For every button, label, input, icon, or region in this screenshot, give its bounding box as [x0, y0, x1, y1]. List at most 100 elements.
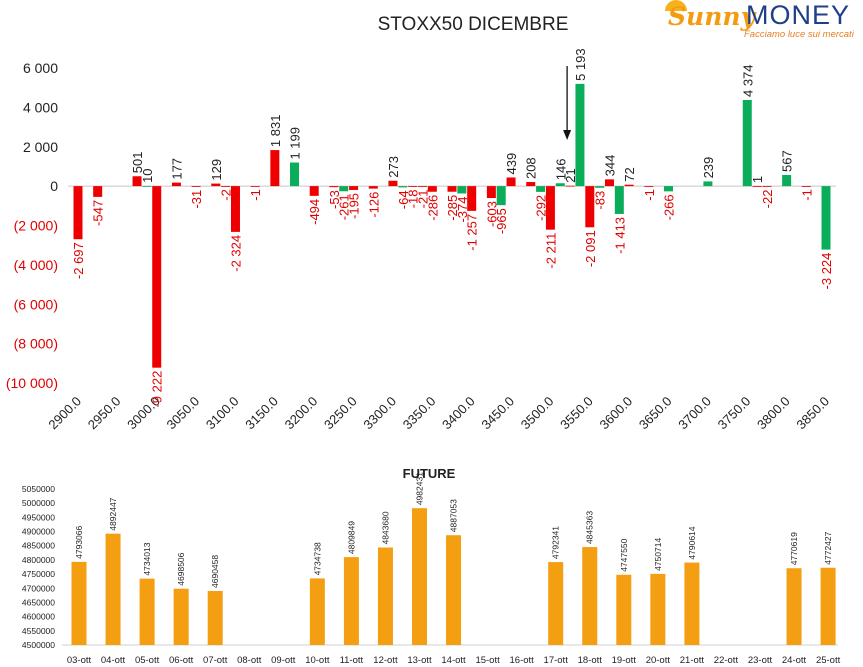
future-y-tick-label: 4500000 — [22, 640, 55, 650]
future-y-tick-label: 4950000 — [22, 512, 55, 522]
bar-value-label: 344 — [602, 155, 617, 177]
bar-value-label: -1 — [248, 189, 263, 201]
future-bar-value-label: 4809849 — [346, 521, 356, 554]
strike-bar — [447, 186, 457, 192]
logo-sunny-text: Sunny — [668, 2, 756, 31]
future-x-tick-label: 06-ott — [169, 655, 194, 666]
strike-bar — [762, 186, 772, 187]
future-x-tick-label: 05-ott — [135, 655, 160, 666]
x-tick-label: 3600.0 — [597, 394, 636, 433]
strike-bar — [644, 186, 654, 187]
future-bar-value-label: 4734013 — [142, 542, 152, 575]
future-x-tick-label: 22-ott — [714, 655, 739, 666]
chart-title: STOXX50 DICEMBRE — [378, 14, 569, 35]
strike-bar — [152, 186, 162, 368]
bar-value-label: -3 224 — [819, 253, 834, 290]
future-bar-value-label: 4690458 — [210, 555, 220, 588]
future-y-tick-label: 4600000 — [22, 612, 55, 622]
future-x-tick-label: 24-ott — [782, 655, 807, 666]
strike-bar — [664, 186, 674, 192]
bar-value-label: 1 831 — [268, 115, 283, 148]
strike-bar — [801, 186, 811, 187]
strike-bar — [565, 185, 575, 187]
future-bar — [377, 547, 393, 645]
bar-value-label: -195 — [347, 193, 362, 219]
strike-bar — [349, 186, 359, 190]
strike-bar — [290, 162, 300, 187]
future-bar — [446, 535, 462, 645]
future-chart-title: FUTURE — [403, 466, 456, 481]
bar-value-label: -1 — [642, 189, 657, 201]
bar-value-label: 4 374 — [740, 64, 755, 97]
bar-value-label: 501 — [130, 152, 145, 174]
y-tick-label: (2 000) — [14, 218, 58, 234]
future-bar-value-label: 4843680 — [380, 511, 390, 544]
bar-value-label: -286 — [425, 195, 440, 221]
bar-value-label: -2 — [219, 189, 234, 201]
future-x-tick-label: 03-ott — [67, 655, 92, 666]
future-bar — [650, 573, 666, 645]
x-tick-label: 3850.0 — [793, 394, 832, 433]
strike-bar — [73, 186, 83, 240]
future-x-tick-label: 11-ott — [340, 655, 364, 666]
bar-value-label: -126 — [366, 192, 381, 218]
bar-value-label: -374 — [455, 196, 470, 222]
strike-bar — [624, 184, 634, 187]
bar-value-label: 567 — [780, 150, 795, 172]
strike-bar — [457, 186, 467, 194]
bar-value-label: -494 — [307, 199, 322, 225]
future-x-tick-label: 16-ott — [510, 655, 535, 666]
bar-value-label: 10 — [140, 168, 155, 182]
bar-value-label: -83 — [593, 191, 608, 210]
y-tick-label: (8 000) — [14, 336, 58, 352]
bar-value-label: 208 — [524, 157, 539, 179]
x-tick-label: 3100.0 — [203, 394, 242, 433]
strike-bar — [545, 186, 555, 230]
future-volume-chart: FUTURE 5050000 5000000 4950000 4900000 48500… — [22, 466, 841, 666]
bar-value-label: -18 — [406, 189, 421, 208]
x-tick-label: 3350.0 — [400, 394, 439, 433]
future-x-tick-label: 12-ott — [373, 655, 398, 666]
future-y-tick-label: 4850000 — [22, 541, 55, 551]
bar-value-label: 5 193 — [573, 48, 588, 81]
future-x-tick-label: 18-ott — [578, 655, 603, 666]
strike-bar — [309, 186, 319, 196]
future-x-tick-label: 04-ott — [101, 655, 126, 666]
strike-bar — [221, 186, 231, 187]
future-x-tick-label: 08-ott — [237, 655, 262, 666]
strike-bar — [526, 182, 536, 187]
strike-bar — [575, 83, 585, 187]
future-bar-value-label: 4747550 — [619, 538, 629, 571]
strike-bar — [703, 181, 713, 187]
future-y-tick-label: 4900000 — [22, 527, 55, 537]
bar-value-label: -1 413 — [612, 217, 627, 254]
future-x-tick-label: 14-ott — [441, 655, 466, 666]
future-bar — [173, 588, 189, 645]
strike-bar — [782, 174, 792, 187]
future-bar-value-label: 4793066 — [74, 526, 84, 559]
arrow-annotation — [563, 66, 572, 140]
future-y-tick-label: 5050000 — [22, 484, 55, 494]
future-x-tick-label: 09-ott — [271, 655, 296, 666]
bar-value-label: -965 — [494, 208, 509, 234]
arrow-head-icon — [563, 130, 572, 140]
future-y-tick-label: 4800000 — [22, 555, 55, 565]
x-tick-label: 3450.0 — [478, 394, 517, 433]
strike-bar — [230, 186, 240, 232]
future-y-tick-label: 4700000 — [22, 583, 55, 593]
strike-bar — [142, 185, 152, 187]
bar-value-label: -22 — [760, 190, 775, 209]
bar-value-label: -2 211 — [543, 233, 558, 269]
bar-value-label: 273 — [386, 156, 401, 178]
strike-bar — [742, 100, 752, 187]
strike-bar — [270, 150, 280, 187]
bar-value-label: 129 — [209, 159, 224, 181]
x-tick-label: 3700.0 — [675, 394, 714, 433]
bar-value-label: -2 324 — [228, 235, 243, 272]
future-bar-value-label: 4734738 — [312, 542, 322, 575]
strike-bar — [417, 186, 427, 187]
strike-bar — [496, 186, 506, 206]
sun-icon — [665, 0, 687, 11]
bar-value-label: -2 091 — [583, 230, 598, 267]
bar-value-label: -292 — [534, 195, 549, 221]
